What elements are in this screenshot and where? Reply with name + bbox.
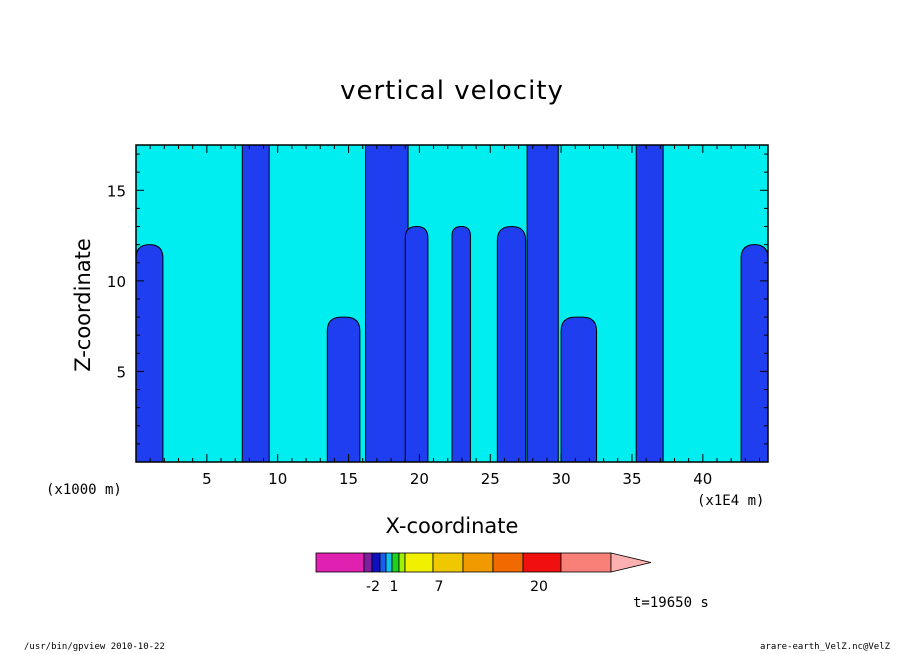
colorbar-segment (398, 552, 406, 573)
x-tick-label: 5 (202, 470, 212, 488)
x-tick-label: 35 (622, 470, 641, 488)
negative-region-4 (404, 226, 429, 462)
x-tick-label: 20 (410, 470, 429, 488)
colorbar-extension-tip (610, 552, 652, 573)
colorbar-segment (363, 552, 373, 573)
x-scale-label: (x1E4 m) (697, 493, 765, 509)
colorbar-segment (462, 552, 494, 573)
x-tick-label: 40 (693, 470, 712, 488)
negative-region-9 (635, 145, 664, 462)
colorbar-label: 1 (390, 579, 399, 595)
negative-region-5 (451, 226, 471, 462)
x-axis-label: X-coordinate (385, 514, 519, 538)
colorbar-segment (385, 552, 393, 573)
y-axis-label: Z-coordinate (71, 238, 95, 372)
colorbar-segment (560, 552, 612, 573)
x-unit-label: (x1000 m) (46, 482, 122, 498)
y-tick-label: 5 (116, 363, 126, 381)
negative-region-7 (526, 145, 559, 462)
footer-program-info: /usr/bin/gpview 2010-10-22 (24, 642, 165, 652)
x-tick-label: 25 (481, 470, 500, 488)
plot-frame (135, 144, 769, 463)
colorbar-label: 20 (530, 579, 548, 595)
chart-title: vertical velocity (340, 76, 564, 106)
colorbar-segment (492, 552, 524, 573)
negative-region-group (136, 145, 768, 462)
footer-file-info: arare-earth_VelZ.nc@VelZ (760, 642, 891, 652)
y-tick-label: 15 (107, 182, 126, 200)
colorbar-segment (371, 552, 381, 573)
colorbar-segment (432, 552, 464, 573)
colorbar-segment (379, 552, 387, 573)
negative-region-3 (365, 145, 409, 462)
colorbar-label: -2 (366, 579, 380, 595)
negative-region-1 (241, 145, 270, 462)
x-tick-label: 30 (552, 470, 571, 488)
colorbar-segment (522, 552, 562, 573)
time-label: t=19650 s (633, 595, 709, 611)
colorbar-segment (315, 552, 365, 573)
colorbar-segment (391, 552, 400, 573)
negative-region-0 (136, 244, 164, 462)
y-tick-label: 10 (107, 273, 126, 291)
x-tick-label: 15 (339, 470, 358, 488)
negative-region-6 (496, 226, 527, 462)
colorbar-segment (404, 552, 434, 573)
negative-region-2 (326, 316, 361, 462)
negative-region-8 (560, 316, 598, 462)
x-tick-label: 10 (268, 470, 287, 488)
colorbar-label: 7 (435, 579, 444, 595)
negative-region-10 (740, 244, 768, 462)
